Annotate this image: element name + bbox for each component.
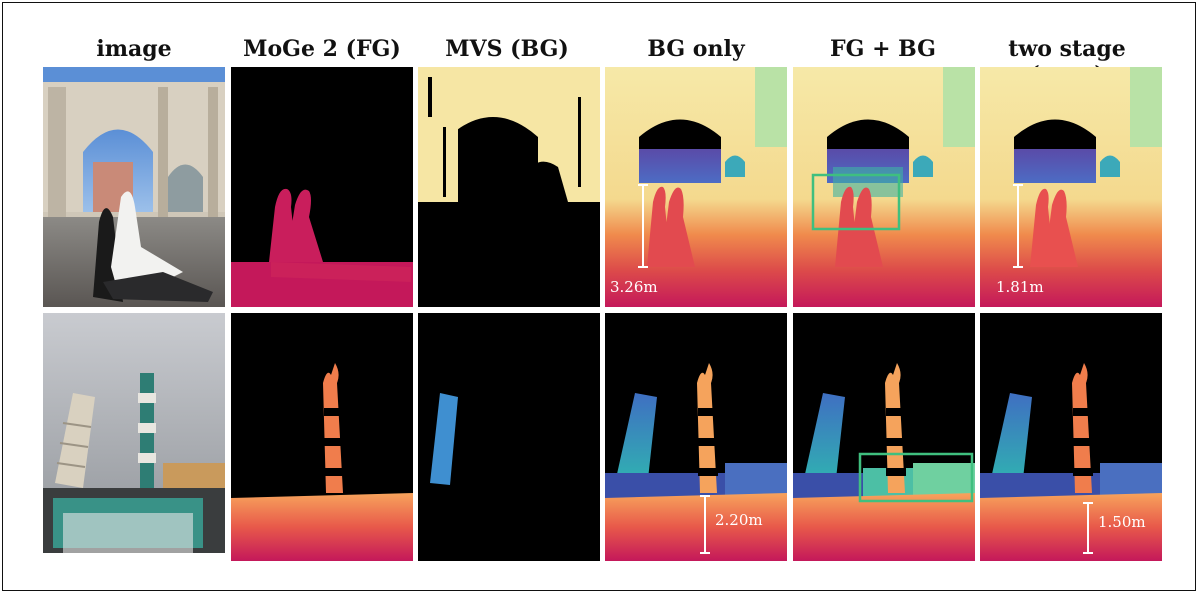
panel-row1-image [43,67,225,307]
highlight-box [811,173,901,231]
measurement-row1-two-stage: 1.81m [996,278,1044,296]
column-header-image: image [96,36,172,62]
panel-row1-moge [231,67,413,307]
depth-fg-bg-row2 [793,313,975,561]
photo-pisa-tower [43,313,225,553]
depth-two-stage-row1: 1.81m [980,67,1162,307]
depth-mvs-row2 [418,313,600,561]
depth-bg-only-row1: 3.26m [605,67,787,307]
column-header-fg-bg: FG + BG [830,36,936,62]
depth-moge-row1 [231,67,413,307]
panel-row2-fg-bg [793,313,975,561]
panel-row2-moge [231,313,413,561]
panel-row1-two-stage: 1.81m [980,67,1162,307]
depth-two-stage-row2: 1.50m [980,313,1162,561]
panel-row2-image [43,313,225,553]
panel-row2-bg-only: 2.20m [605,313,787,561]
panel-row2-mvs [418,313,600,561]
column-header-bg-only: BG only [647,36,745,62]
panel-row1-fg-bg [793,67,975,307]
measurement-row1-bg-only: 3.26m [610,278,658,296]
depth-mvs-row1 [418,67,600,307]
measurement-row2-bg-only: 2.20m [715,511,763,529]
panel-row1-bg-only: 3.26m [605,67,787,307]
depth-moge-row2 [231,313,413,561]
column-header-moge: MoGe 2 (FG) [243,36,401,62]
panel-row1-mvs [418,67,600,307]
measurement-row2-two-stage: 1.50m [1098,513,1146,531]
depth-fg-bg-row1 [793,67,975,307]
depth-bg-only-row2: 2.20m [605,313,787,561]
panel-row2-two-stage: 1.50m [980,313,1162,561]
photo-arch-couple [43,67,225,307]
column-header-mvs: MVS (BG) [445,36,569,62]
